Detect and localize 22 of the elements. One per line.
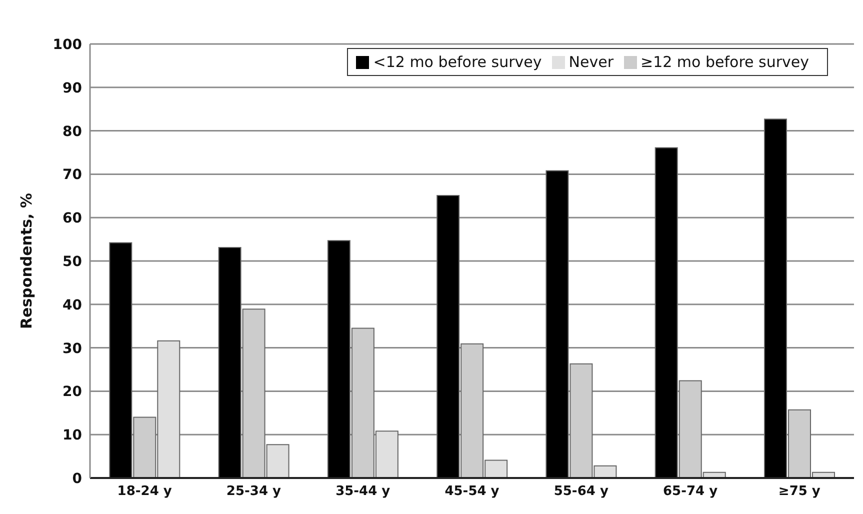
x-tick-label: 45-54 y — [444, 484, 500, 500]
x-tick-label: 65-74 y — [662, 484, 718, 500]
x-tick-label: ≥75 y — [778, 484, 821, 500]
y-tick-label: 20 — [62, 384, 82, 400]
legend-label: Never — [568, 53, 614, 71]
y-tick-label: 70 — [62, 167, 82, 184]
y-axis-title: Respondents, % — [17, 192, 36, 330]
x-tick-label: 25-34 y — [226, 484, 282, 500]
x-tick-label: 55-64 y — [554, 484, 609, 500]
y-tick-label: 40 — [62, 297, 82, 314]
y-tick-label: 50 — [62, 254, 82, 270]
x-tick-label: 35-44 y — [336, 484, 391, 500]
y-tick-label: 90 — [62, 80, 82, 96]
legend-label: <12 mo before survey — [373, 53, 542, 71]
y-tick-label: 80 — [62, 124, 82, 140]
y-tick-label: 60 — [62, 210, 82, 227]
legend-label: ≥12 mo before survey — [640, 53, 809, 71]
y-tick-label: 30 — [62, 340, 82, 357]
y-tick-label: 10 — [62, 428, 82, 444]
x-tick-label: 18-24 y — [117, 484, 172, 500]
y-tick-label: 0 — [72, 470, 82, 487]
y-tick-label: 100 — [52, 36, 82, 53]
